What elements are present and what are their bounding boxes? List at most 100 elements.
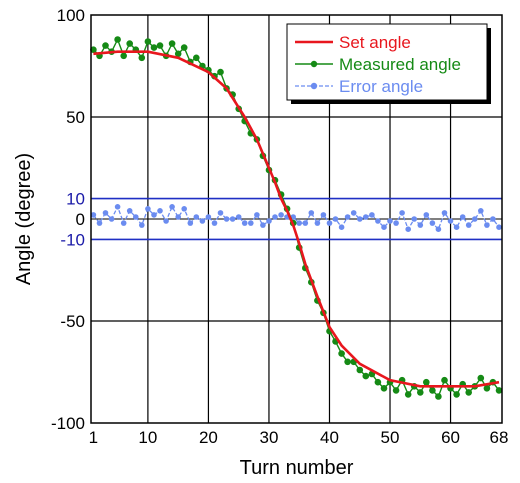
- series-error-angle-point: [229, 216, 236, 222]
- series-error-angle-point: [478, 208, 484, 214]
- series-measured-angle-point: [441, 376, 448, 384]
- series-error-angle-point: [90, 212, 97, 218]
- series-measured-angle-point: [417, 389, 424, 396]
- series-error-angle: [90, 204, 502, 232]
- series-error-angle-point: [175, 214, 181, 220]
- series-error-angle-point: [387, 218, 393, 224]
- x-tick-label: 1: [89, 428, 98, 447]
- y-tick-label-band: 0: [76, 210, 85, 229]
- series-measured-angle-point: [174, 50, 182, 58]
- series-error-angle-point: [441, 210, 448, 216]
- series-set-angle-line: [93, 50, 500, 388]
- series-measured-angle-point: [465, 389, 473, 396]
- x-tick-label: 68: [490, 428, 509, 447]
- series-error-angle-point: [241, 220, 248, 226]
- series-error-angle-point: [139, 222, 145, 228]
- series-error-angle-point: [363, 214, 369, 220]
- series-error-angle-point: [157, 208, 163, 214]
- series-error-angle-point: [151, 212, 157, 218]
- series-error-angle-point: [254, 212, 260, 218]
- series-measured-angle-point: [150, 44, 158, 51]
- series-measured-angle-point: [193, 54, 200, 62]
- legend-marker-error-angle: [310, 82, 318, 90]
- series-error-angle-point: [114, 204, 121, 210]
- series-measured-angle-point: [344, 358, 351, 366]
- series-error-angle-point: [381, 224, 387, 230]
- series-measured-angle-point: [102, 42, 109, 49]
- series-error-angle-point: [248, 220, 254, 226]
- series-measured-angle-point: [404, 391, 412, 398]
- series-measured-angle-point: [435, 393, 442, 400]
- series-error-angle-line: [92, 205, 500, 231]
- series-measured-angle-point: [392, 387, 400, 394]
- x-tick-label: 30: [259, 428, 278, 447]
- series-error-angle-point: [193, 214, 200, 220]
- series-measured-angle-point: [380, 385, 388, 392]
- y-axis-title: Angle (degree): [13, 153, 35, 285]
- series-measured-angle-point: [477, 374, 485, 382]
- series-error-angle-point: [266, 218, 272, 224]
- series-measured-angle-point: [168, 40, 176, 47]
- x-axis-title: Turn number: [240, 457, 354, 479]
- series-error-angle-point: [120, 220, 127, 226]
- series-error-angle-point: [163, 218, 169, 224]
- series-error-angle-point: [405, 226, 412, 232]
- series-measured-angle-point: [126, 40, 133, 47]
- x-tick-label: 20: [199, 428, 218, 447]
- legend-marker-measured-angle: [310, 60, 318, 68]
- y-tick-label-band: -10: [60, 230, 85, 249]
- series-measured-angle-point: [156, 42, 164, 49]
- series-error-angle-point: [326, 220, 333, 226]
- series-error-angle-point: [484, 222, 490, 228]
- series-measured-angle-point: [495, 387, 503, 394]
- series-error-angle-point: [332, 216, 339, 222]
- series-error-angle-point: [465, 222, 472, 228]
- series-error-angle-point: [411, 216, 418, 222]
- y-tick-label-band: 10: [66, 190, 85, 209]
- series-error-angle-point: [447, 218, 454, 224]
- series-error-angle-point: [423, 212, 430, 218]
- series-error-angle-point: [102, 210, 109, 216]
- legend-label-measured-angle: Measured angle: [339, 55, 461, 74]
- series-measured-angle-point: [374, 378, 382, 386]
- series-measured-angle-point: [423, 378, 430, 386]
- x-tick-label: 10: [138, 428, 157, 447]
- series-measured-angle-point: [362, 372, 370, 380]
- y-tick-label: -50: [60, 312, 85, 331]
- plot-frame: [90, 14, 503, 424]
- series-measured-angle-point: [180, 44, 188, 51]
- series-measured-angle-point: [429, 387, 436, 394]
- series-measured-angle-point: [114, 36, 121, 43]
- x-tick-label: 50: [381, 428, 400, 447]
- series-measured-angle-point: [138, 54, 146, 62]
- series-error-angle-point: [496, 224, 502, 230]
- series-error-angle-point: [308, 210, 315, 216]
- series-measured-angle-point: [217, 68, 224, 76]
- x-tick-label: 60: [441, 428, 460, 447]
- series-error-angle-point: [399, 210, 405, 216]
- series-error-angle-point: [320, 212, 327, 218]
- series-error-angle-point: [302, 220, 309, 226]
- series-error-angle-point: [393, 220, 399, 226]
- series-error-angle-point: [223, 216, 230, 222]
- legend: Set angle Measured angle Error angle: [286, 23, 491, 104]
- series-set-angle: [93, 50, 500, 388]
- series-error-angle-point: [459, 214, 466, 220]
- series-error-angle-point: [187, 220, 194, 226]
- series-error-angle-point: [472, 216, 478, 222]
- series-measured-angle-point: [120, 52, 127, 60]
- series-error-angle-point: [350, 210, 357, 216]
- series-error-angle-point: [417, 222, 424, 228]
- series-error-angle-point: [369, 212, 375, 218]
- series-error-angle-point: [108, 216, 115, 222]
- y-tick-label: -100: [51, 414, 85, 433]
- legend-box: [286, 23, 488, 101]
- series-error-angle-point: [272, 214, 278, 220]
- series-error-angle-point: [199, 218, 206, 224]
- series-error-angle-point: [314, 220, 321, 226]
- series-error-angle-point: [375, 218, 381, 224]
- series-error-angle-point: [429, 220, 436, 226]
- legend-label-set-angle: Set angle: [339, 33, 411, 52]
